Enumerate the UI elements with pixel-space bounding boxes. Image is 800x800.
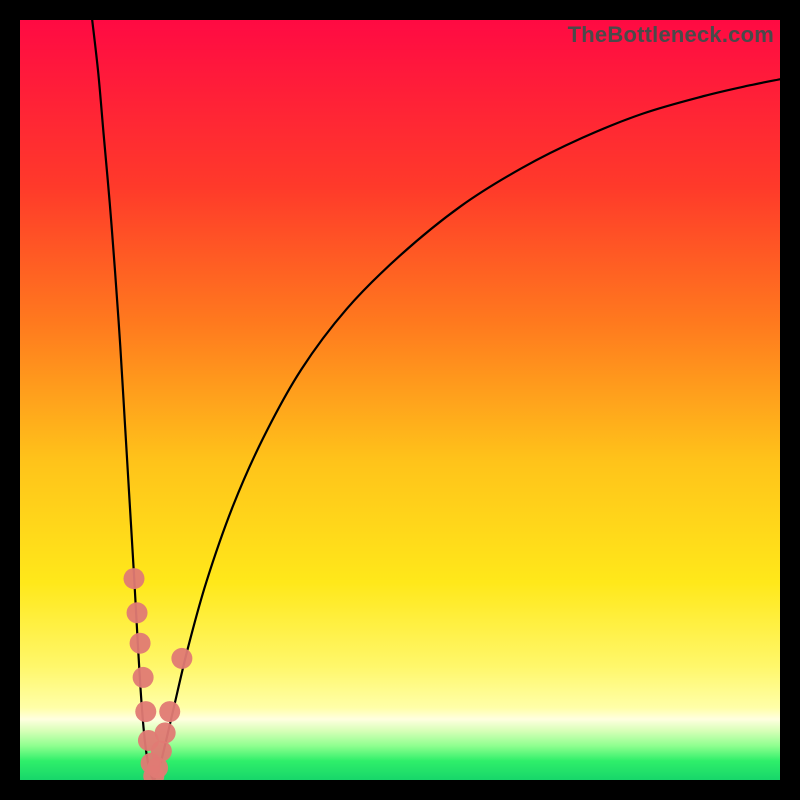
watermark-text: TheBottleneck.com bbox=[568, 22, 774, 48]
chart-container: TheBottleneck.com bbox=[0, 0, 800, 800]
bottleneck-chart bbox=[0, 0, 800, 800]
